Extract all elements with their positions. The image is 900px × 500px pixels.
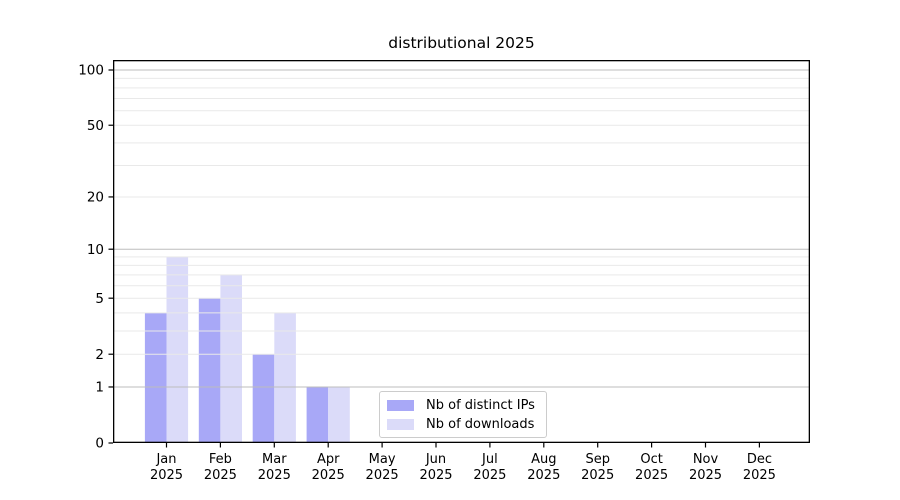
x-tick-label-year-dec: 2025 [743, 468, 776, 483]
legend-label-downloads: Nb of downloads [426, 416, 535, 432]
y-tick-label-0: 0 [95, 436, 104, 452]
x-tick-label-year-may: 2025 [366, 468, 399, 483]
bar-distinct-ips-jan [144, 312, 167, 443]
x-tick-label-month-nov: Nov [693, 452, 719, 467]
axes-frame [112, 59, 811, 444]
x-tick-label-year-oct: 2025 [635, 468, 668, 483]
x-tick-label-year-aug: 2025 [527, 468, 560, 483]
x-tick-label-month-mar: Mar [262, 452, 287, 467]
x-tick-label-month-jan: Jan [155, 452, 176, 467]
x-tick-label-month-jul: Jul [481, 452, 498, 467]
x-tick-label-month-aug: Aug [531, 452, 556, 467]
x-tick-label-year-apr: 2025 [312, 468, 345, 483]
chart-title: distributional 2025 [388, 34, 535, 52]
x-tick-label-month-oct: Oct [640, 452, 662, 467]
y-tick-label-2: 2 [95, 347, 104, 363]
bar-distinct-ips-mar [252, 354, 275, 443]
bar-downloads-mar [274, 312, 296, 443]
y-tick-label-50: 50 [87, 118, 104, 134]
x-tick-label-year-jun: 2025 [419, 468, 452, 483]
chart-svg: 0125102050100Jan2025Feb2025Mar2025Apr202… [78, 59, 811, 483]
legend-label-distinct-ips: Nb of distinct IPs [426, 397, 535, 413]
x-tick-label-month-dec: Dec [747, 452, 772, 467]
x-tick-label-year-sep: 2025 [581, 468, 614, 483]
x-tick-label-year-feb: 2025 [204, 468, 237, 483]
y-tick-label-1: 1 [95, 380, 104, 396]
legend-swatch-downloads [387, 418, 414, 430]
legend-item-downloads: Nb of downloads [387, 416, 535, 432]
x-tick-label-year-jan: 2025 [150, 468, 183, 483]
bar-downloads-apr [328, 386, 350, 443]
legend-swatch-distinct-ips [387, 399, 414, 411]
bar-downloads-jan [166, 256, 189, 443]
x-tick-label-year-jul: 2025 [473, 468, 506, 483]
bar-distinct-ips-feb [198, 298, 221, 443]
x-tick-label-month-apr: Apr [317, 452, 340, 467]
legend: Nb of distinct IPs Nb of downloads [379, 391, 547, 438]
x-tick-label-month-jun: Jun [425, 452, 446, 467]
x-tick-label-month-sep: Sep [585, 452, 610, 467]
x-tick-label-year-nov: 2025 [689, 468, 722, 483]
x-tick-label-year-mar: 2025 [258, 468, 291, 483]
bar-downloads-feb [220, 274, 242, 443]
y-tick-label-5: 5 [95, 291, 104, 307]
y-tick-label-10: 10 [87, 242, 104, 258]
x-tick-label-month-may: May [369, 452, 396, 467]
y-tick-label-100: 100 [78, 63, 104, 79]
legend-item-distinct-ips: Nb of distinct IPs [387, 397, 535, 413]
bar-distinct-ips-apr [306, 386, 329, 443]
y-tick-label-20: 20 [87, 190, 104, 206]
plot-area: 0 1 2 5 10 20 50 100 Jan 2025 Feb 2025 Mar 2025 Apr 202… [78, 59, 811, 483]
x-tick-label-month-feb: Feb [209, 452, 232, 467]
